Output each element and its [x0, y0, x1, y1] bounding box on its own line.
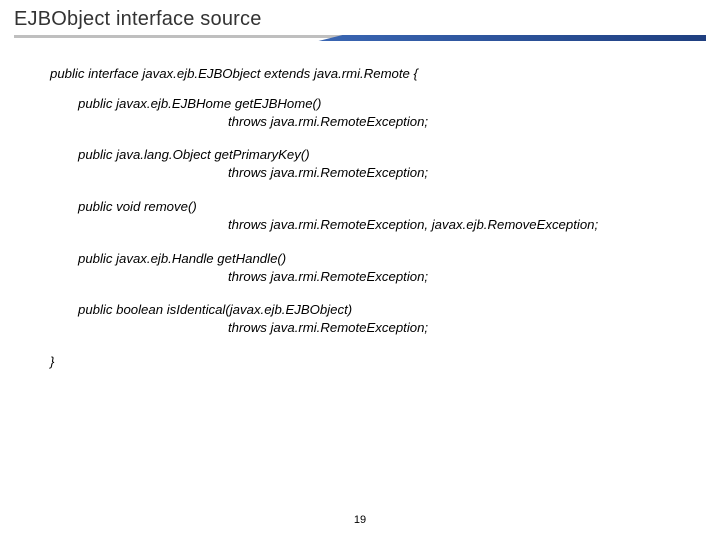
method-3: public javax.ejb.Handle getHandle() thro… [78, 250, 720, 286]
method-4-throws: throws java.rmi.RemoteException; [228, 319, 720, 337]
slide-title: EJBObject interface source [14, 8, 706, 31]
method-4-sig: public boolean isIdentical(javax.ejb.EJB… [78, 301, 720, 319]
method-2-throws: throws java.rmi.RemoteException, javax.e… [228, 216, 720, 234]
method-3-throws: throws java.rmi.RemoteException; [228, 268, 720, 286]
method-1: public java.lang.Object getPrimaryKey() … [78, 146, 720, 182]
interface-declaration: public interface javax.ejb.EJBObject ext… [50, 65, 720, 83]
method-3-sig: public javax.ejb.Handle getHandle() [78, 250, 720, 268]
code-block: public interface javax.ejb.EJBObject ext… [0, 41, 720, 371]
title-divider [14, 35, 706, 41]
page-number: 19 [0, 514, 720, 526]
method-1-throws: throws java.rmi.RemoteException; [228, 164, 720, 182]
method-0-sig: public javax.ejb.EJBHome getEJBHome() [78, 95, 720, 113]
method-2: public void remove() throws java.rmi.Rem… [78, 198, 720, 234]
method-2-sig: public void remove() [78, 198, 720, 216]
title-bar: EJBObject interface source [0, 0, 720, 41]
method-0-throws: throws java.rmi.RemoteException; [228, 113, 720, 131]
method-0: public javax.ejb.EJBHome getEJBHome() th… [78, 95, 720, 131]
interface-close-brace: } [50, 353, 720, 371]
method-4: public boolean isIdentical(javax.ejb.EJB… [78, 301, 720, 337]
divider-blue-sweep [318, 35, 706, 41]
method-1-sig: public java.lang.Object getPrimaryKey() [78, 146, 720, 164]
